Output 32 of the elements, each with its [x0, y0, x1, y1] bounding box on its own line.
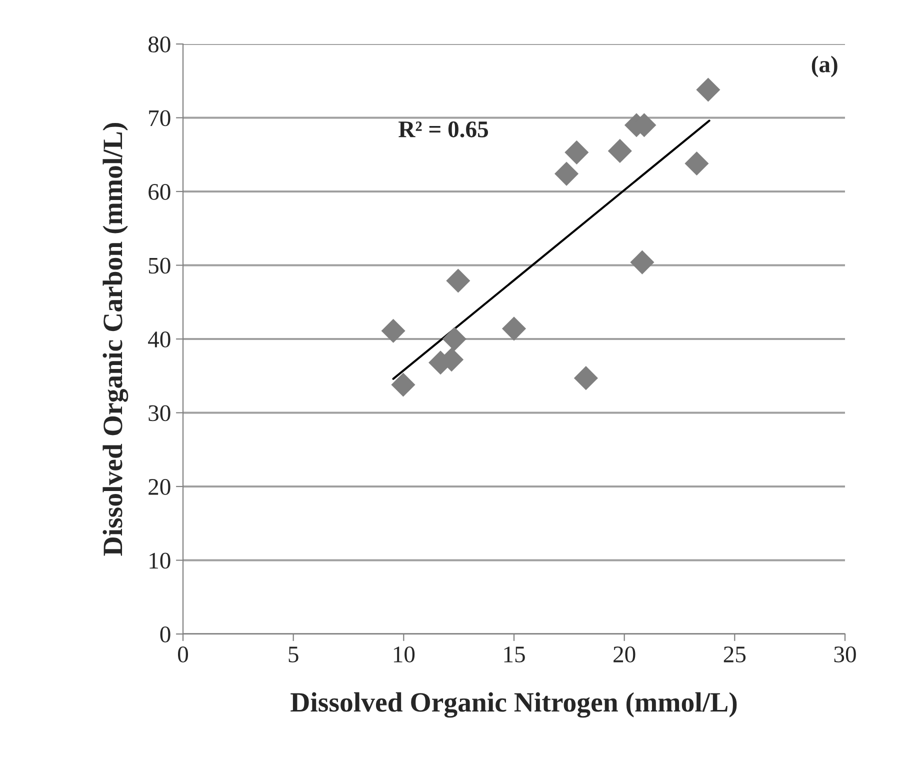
point [442, 326, 466, 352]
y-tick-label: 20 [148, 478, 170, 495]
annotation: R² = 0.65 [398, 121, 488, 138]
y-tick-label: 10 [150, 552, 170, 569]
x-tick-label: 10 [394, 646, 415, 662]
annotation: (a) [812, 56, 838, 78]
point [446, 268, 470, 293]
y-tick-label: 70 [149, 110, 170, 126]
x-tick-label: 0 [178, 646, 188, 662]
y-axis-title: Dissolved Organic Carbon (mmol/L) [102, 123, 128, 556]
point [630, 250, 654, 274]
x-tick-label: 20 [614, 646, 636, 662]
y-tick-label: 30 [148, 405, 170, 422]
y-tick-label: 0 [160, 626, 170, 642]
x-tick-label: 5 [288, 646, 298, 662]
point [684, 151, 709, 176]
y-tick-label: 60 [148, 184, 170, 200]
x-tick-label: 30 [834, 646, 856, 662]
y-tick-label: 40 [148, 331, 170, 348]
x-tick-label: 15 [504, 646, 525, 662]
point [608, 138, 632, 163]
point [391, 372, 416, 397]
point [381, 318, 406, 343]
x-axis-title: Dissolved Organic Nitrogen (mmol/L) [290, 692, 737, 718]
point [696, 78, 720, 102]
point [574, 366, 598, 390]
point [502, 316, 526, 341]
x-tick-label: 25 [724, 646, 746, 662]
point [554, 162, 579, 186]
y-tick-label: 80 [148, 36, 170, 52]
point [564, 140, 589, 164]
y-tick-label: 50 [148, 258, 170, 274]
